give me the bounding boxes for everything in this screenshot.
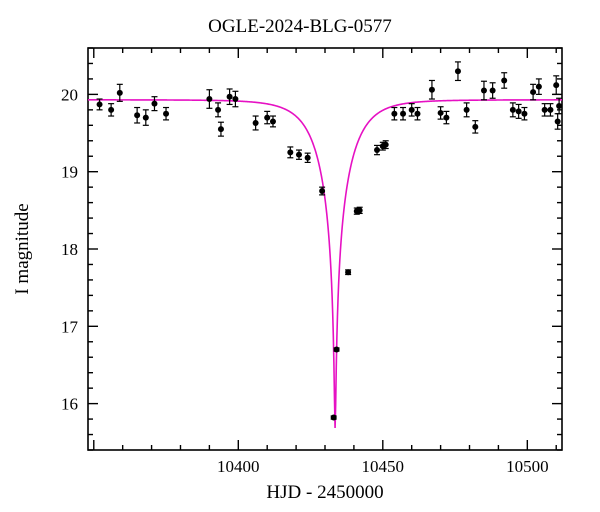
model-curve bbox=[88, 100, 562, 428]
data-point bbox=[542, 107, 548, 113]
data-point bbox=[305, 155, 311, 161]
data-point bbox=[391, 111, 397, 117]
data-point bbox=[218, 126, 224, 132]
data-point bbox=[215, 107, 221, 113]
data-point bbox=[227, 94, 233, 100]
data-point bbox=[108, 107, 114, 113]
data-point bbox=[287, 149, 293, 155]
data-point bbox=[516, 108, 522, 114]
y-tick-label: 19 bbox=[61, 163, 78, 182]
data-point bbox=[490, 88, 496, 94]
data-point bbox=[556, 103, 562, 109]
data-point bbox=[536, 84, 542, 90]
data-point bbox=[530, 89, 536, 95]
data-point bbox=[547, 107, 553, 113]
x-tick-label: 10400 bbox=[217, 457, 260, 476]
data-point bbox=[472, 124, 478, 130]
data-point bbox=[409, 107, 415, 113]
data-point bbox=[134, 112, 140, 118]
data-point bbox=[163, 111, 169, 117]
data-point bbox=[464, 107, 470, 113]
data-point bbox=[555, 118, 561, 124]
data-point bbox=[455, 68, 461, 74]
data-point bbox=[443, 115, 449, 121]
data-point bbox=[357, 207, 363, 213]
data-point bbox=[296, 152, 302, 158]
y-axis-label: I magnitude bbox=[12, 203, 33, 294]
y-tick-label: 20 bbox=[61, 85, 78, 104]
data-point bbox=[383, 142, 389, 148]
data-point bbox=[521, 111, 527, 117]
data-point bbox=[438, 110, 444, 116]
data-point bbox=[264, 115, 270, 121]
data-point bbox=[143, 115, 149, 121]
data-point bbox=[117, 90, 123, 96]
data-point bbox=[232, 96, 238, 102]
x-tick-label: 10450 bbox=[362, 457, 405, 476]
data-point bbox=[206, 96, 212, 102]
data-point bbox=[400, 111, 406, 117]
data-point bbox=[334, 347, 340, 353]
data-point bbox=[151, 101, 157, 107]
data-point bbox=[414, 111, 420, 117]
y-tick-label: 16 bbox=[61, 395, 78, 414]
data-point bbox=[97, 101, 103, 107]
data-point bbox=[553, 82, 559, 88]
data-point bbox=[481, 88, 487, 94]
y-tick-label: 18 bbox=[61, 240, 78, 259]
data-point bbox=[510, 107, 516, 113]
data-point bbox=[331, 415, 337, 421]
data-point bbox=[319, 188, 325, 194]
data-point bbox=[253, 120, 259, 126]
lightcurve-chart: 10400 10450 10500 16 17 18 19 20 HJD - 2450000… bbox=[0, 0, 600, 512]
x-tick-label: 10500 bbox=[506, 457, 549, 476]
x-axis-label: HJD - 2450000 bbox=[266, 482, 383, 503]
data-point bbox=[374, 147, 380, 153]
data-point bbox=[270, 118, 276, 124]
data-point bbox=[345, 269, 351, 275]
y-tick-label: 17 bbox=[61, 317, 79, 336]
chart-title: OGLE-2024-BLG-0577 bbox=[0, 16, 600, 38]
data-point bbox=[501, 77, 507, 83]
data-point bbox=[429, 87, 435, 93]
